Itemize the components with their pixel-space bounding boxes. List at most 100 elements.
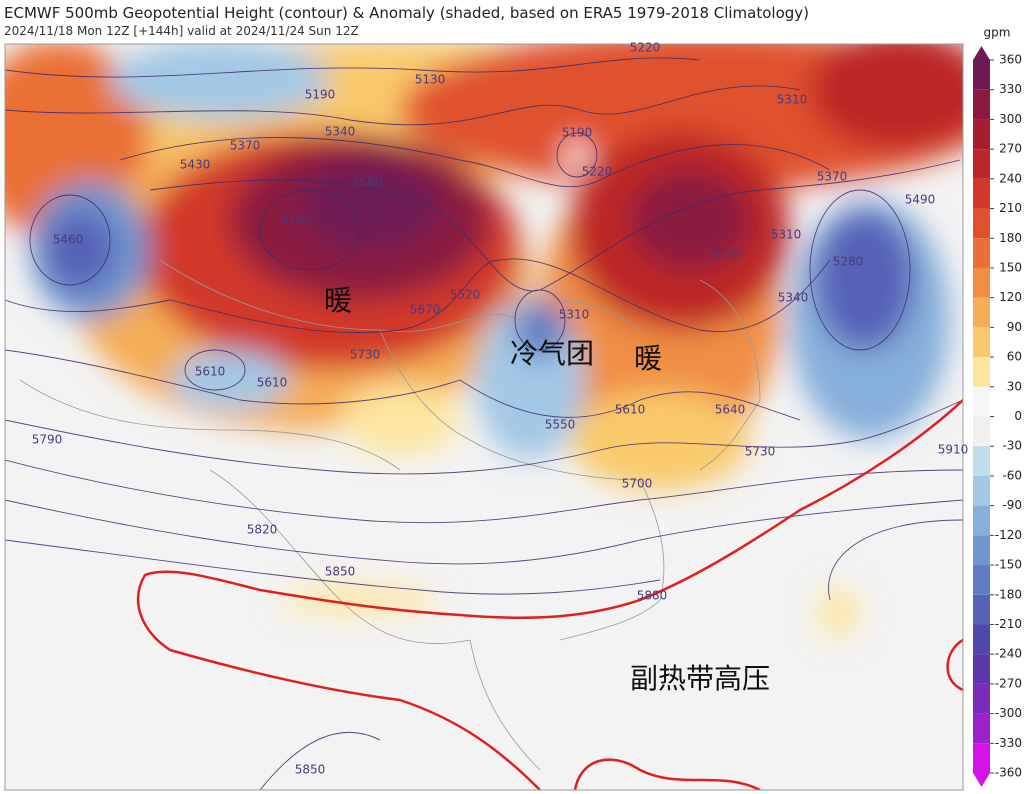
colorbar-band (973, 505, 990, 536)
colorbar-band (973, 743, 990, 773)
annotation: 副热带高压 (630, 662, 770, 695)
colorbar-band (973, 327, 990, 358)
colorbar: gpm3603303002702402101801501209060300-30… (973, 26, 1022, 787)
contour-label: 5790 (32, 433, 63, 447)
colorbar-tick-label: -330 (995, 736, 1022, 750)
contour-label: 5310 (559, 308, 590, 322)
colorbar-tick-label: 90 (1007, 320, 1022, 334)
contour-label: 5730 (745, 445, 776, 459)
contour-label: 5340 (325, 125, 356, 139)
colorbar-tick-label: 240 (999, 171, 1022, 185)
contour-label: 5130 (415, 73, 446, 87)
colorbar-tick-label: 270 (999, 142, 1022, 156)
colorbar-band (973, 119, 990, 150)
colorbar-band (973, 89, 990, 120)
colorbar-unit: gpm (984, 26, 1011, 40)
colorbar-band (973, 683, 990, 714)
colorbar-tick-label: -300 (995, 706, 1022, 720)
map-area (5, 44, 963, 790)
contour-label: 5640 (715, 403, 746, 417)
colorbar-tick-label: 330 (999, 82, 1022, 96)
colorbar-tick-label: -120 (995, 528, 1022, 542)
map-frame (4, 43, 964, 791)
contour-label: 5190 (562, 126, 593, 140)
colorbar-band (973, 149, 990, 179)
colorbar-band (973, 297, 990, 328)
contour-label: 5850 (325, 565, 356, 579)
colorbar-tick-label: 180 (999, 231, 1022, 245)
subtropical-high-contour (136, 399, 963, 790)
contour-label: 5190 (305, 88, 336, 102)
colorbar-tick-label: -240 (995, 647, 1022, 661)
colorbar-tick-label: -270 (995, 676, 1022, 690)
colorbar-band (973, 386, 990, 417)
contour-label: 5220 (630, 41, 661, 55)
colorbar-top-tip (973, 46, 990, 60)
contour-label: 5610 (615, 403, 646, 417)
height-contours (5, 57, 963, 790)
colorbar-band (973, 208, 990, 239)
contour-label: 5730 (350, 348, 381, 362)
colorbar-tick-label: 150 (999, 260, 1022, 274)
colorbar-tick-label: 300 (999, 112, 1022, 126)
colorbar-band (973, 178, 990, 209)
colorbar-tick-label: 120 (999, 290, 1022, 304)
contour-label: 5400 (713, 248, 744, 262)
colorbar-tick-label: 0 (1014, 409, 1022, 423)
colorbar-band (973, 594, 990, 625)
colorbar-band (973, 475, 990, 506)
annotation: 暖 (324, 284, 352, 317)
borders (19, 259, 761, 771)
colorbar-band (973, 416, 990, 447)
colorbar-band (973, 654, 990, 684)
colorbar-tick-label: -360 (995, 766, 1022, 780)
contour-label: 5610 (195, 365, 226, 379)
title: ECMWF 500mb Geopotential Height (contour… (4, 4, 810, 22)
colorbar-tick-label: 60 (1007, 350, 1022, 364)
annotation: 冷气团 (510, 337, 594, 370)
colorbar-tick-label: -150 (995, 558, 1022, 572)
subtitle: 2024/11/18 Mon 12Z [+144h] valid at 2024… (4, 24, 359, 38)
colorbar-tick-label: 360 (999, 53, 1022, 67)
contour-label: 5460 (53, 233, 84, 247)
colorbar-band (973, 60, 990, 90)
contour-label: 5340 (778, 291, 809, 305)
contour-label: 5280 (833, 255, 864, 269)
contour-label: 5580 (352, 176, 383, 190)
colorbar-tick-label: -180 (995, 587, 1022, 601)
contour-label: 5880 (637, 589, 668, 603)
colorbar-band (973, 446, 990, 476)
colorbar-band (973, 565, 990, 595)
contour-label: 5700 (622, 477, 653, 491)
colorbar-bottom-tip (973, 773, 990, 787)
contour-label: 5670 (410, 303, 441, 317)
colorbar-tick-label: -60 (1002, 468, 1022, 482)
contour-label: 5430 (180, 158, 211, 172)
colorbar-band (973, 267, 990, 298)
contour-label: 5520 (450, 288, 481, 302)
contour-label: 5610 (257, 376, 288, 390)
contour-label: 5370 (230, 139, 261, 153)
colorbar-band (973, 357, 990, 387)
contour-label: 5760 (281, 213, 312, 227)
contour-labels: 5190 5130 5220 5340 5370 5430 5190 5220 5580 5760… (32, 41, 969, 777)
colorbar-tick-label: -30 (1002, 439, 1022, 453)
annotation: 暖 (634, 342, 662, 375)
contour-label: 5850 (295, 763, 326, 777)
contour-label: 5910 (938, 443, 969, 457)
contour-label: 5370 (817, 170, 848, 184)
contour-label: 5310 (777, 93, 808, 107)
colorbar-band (973, 713, 990, 744)
contour-label: 5220 (582, 165, 613, 179)
contour-label: 5820 (247, 523, 278, 537)
colorbar-band (973, 238, 990, 268)
colorbar-tick-label: -210 (995, 617, 1022, 631)
colorbar-tick-label: -90 (1002, 498, 1022, 512)
contour-label: 5550 (545, 418, 576, 432)
colorbar-tick-label: 210 (999, 201, 1022, 215)
colorbar-tick-label: 30 (1007, 379, 1022, 393)
colorbar-band (973, 535, 990, 566)
